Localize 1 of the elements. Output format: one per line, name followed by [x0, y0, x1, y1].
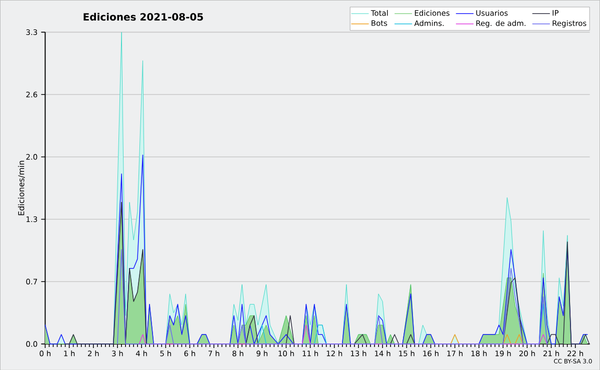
chart-title: Ediciones 2021-08-05: [84, 12, 203, 21]
